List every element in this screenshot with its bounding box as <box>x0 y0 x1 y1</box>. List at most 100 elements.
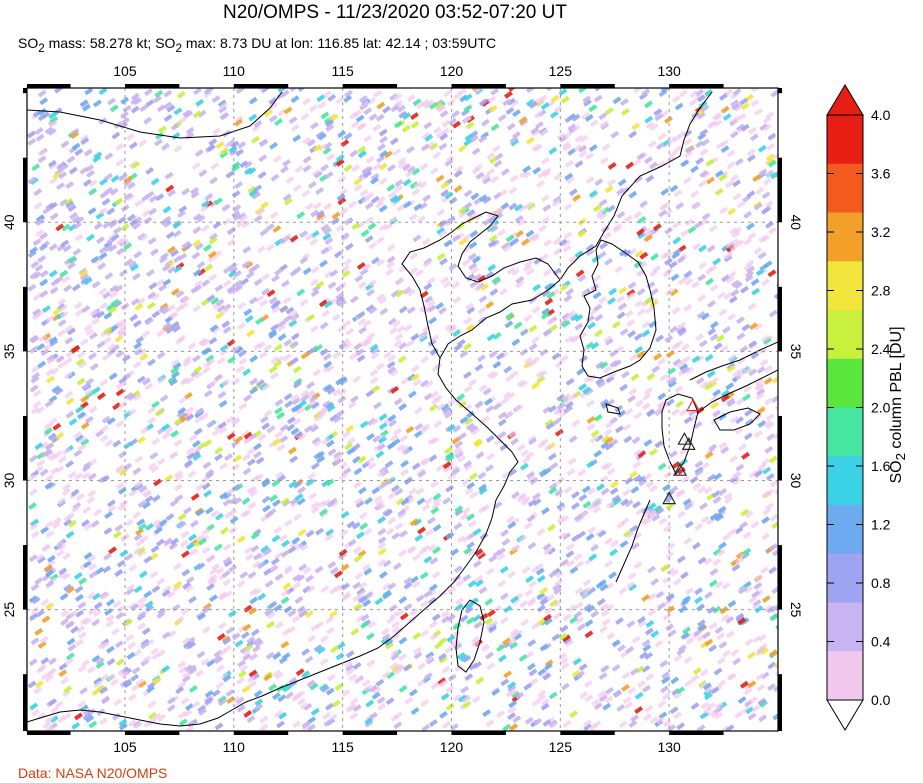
frame-segment-left <box>23 674 27 731</box>
so2-pixel <box>44 716 54 724</box>
so2-pixel <box>398 684 408 693</box>
so2-pixel <box>579 134 589 143</box>
so2-pixel <box>109 104 119 113</box>
so2-pixel <box>469 134 479 143</box>
so2-pixel <box>704 638 714 647</box>
so2-pixel <box>673 145 683 154</box>
so2-pixel <box>620 498 630 507</box>
so2-pixel <box>410 112 419 120</box>
so2-pixel <box>233 497 243 505</box>
so2-pixel <box>420 629 430 638</box>
so2-pixel <box>27 130 36 139</box>
so2-pixel <box>463 93 473 102</box>
so2-pixel <box>408 487 418 496</box>
so2-pixel <box>735 416 744 425</box>
so2-pixel <box>296 690 306 699</box>
so2-pixel <box>566 176 575 184</box>
so2-pixel <box>619 383 629 392</box>
so2-pixel <box>74 472 84 481</box>
so2-pixel <box>438 655 448 664</box>
so2-pixel <box>518 534 528 543</box>
so2-pixel <box>283 338 293 347</box>
so2-pixel <box>289 314 299 323</box>
so2-pixel <box>113 698 123 707</box>
so2-pixel <box>597 690 607 699</box>
so2-pixel <box>378 223 388 232</box>
so2-pixel <box>76 377 86 386</box>
so2-pixel <box>481 415 490 424</box>
so2-pixel <box>208 138 218 147</box>
so2-pixel <box>87 555 97 563</box>
so2-pixel <box>517 218 527 227</box>
so2-pixel <box>99 301 109 310</box>
y-tick-label-left: 35 <box>1 343 17 359</box>
colorbar-segment <box>827 505 863 555</box>
so2-pixel <box>618 720 628 729</box>
so2-pixel <box>91 317 100 326</box>
so2-pixel <box>306 138 316 147</box>
so2-pixel <box>631 542 640 550</box>
so2-pixel <box>596 598 606 606</box>
so2-pixel <box>665 350 675 359</box>
so2-pixel <box>744 274 754 283</box>
y-tick-label-right: 40 <box>788 214 804 230</box>
so2-pixel <box>348 200 358 209</box>
so2-pixel <box>499 287 508 296</box>
so2-pixel <box>527 639 537 647</box>
so2-pixel <box>427 304 437 313</box>
so2-pixel <box>588 144 598 152</box>
so2-pixel <box>541 307 551 316</box>
so2-pixel <box>58 455 67 464</box>
so2-pixel <box>181 187 191 196</box>
so2-pixel <box>377 536 387 545</box>
so2-pixel <box>485 651 494 660</box>
so2-pixel <box>34 264 44 273</box>
so2-pixel <box>302 164 312 173</box>
so2-pixel <box>138 680 147 689</box>
so2-pixel <box>519 118 529 127</box>
so2-pixel <box>364 591 374 599</box>
so2-pixel <box>180 607 190 616</box>
so2-pixel <box>420 98 430 107</box>
so2-pixel <box>472 528 482 536</box>
so2-pixel <box>45 580 55 589</box>
so2-pixel <box>378 296 388 305</box>
so2-pixel <box>52 422 62 431</box>
so2-pixel <box>315 527 324 536</box>
so2-pixel <box>701 170 711 179</box>
so2-pixel <box>213 543 223 552</box>
so2-pixel <box>79 272 89 281</box>
so2-pixel <box>316 94 326 103</box>
so2-pixel <box>673 189 683 198</box>
so2-pixel <box>411 167 421 176</box>
colorbar-tick-label: 0.8 <box>871 575 891 591</box>
so2-pixel <box>462 506 471 515</box>
so2-pixel <box>443 239 453 248</box>
so2-pixel <box>195 669 205 678</box>
so2-pixel <box>631 436 641 445</box>
so2-pixel <box>104 272 114 280</box>
so2-pixel <box>416 679 426 687</box>
so2-pixel <box>306 381 315 390</box>
so2-pixel <box>414 406 423 415</box>
so2-pixel <box>188 533 197 542</box>
so2-pixel <box>437 652 447 661</box>
so2-pixel <box>667 380 677 388</box>
so2-pixel <box>109 284 119 293</box>
so2-pixel <box>613 223 623 232</box>
so2-pixel <box>430 390 440 399</box>
so2-pixel <box>302 267 312 276</box>
so2-pixel <box>429 142 439 151</box>
so2-pixel <box>415 594 425 603</box>
so2-pixel <box>150 545 160 554</box>
so2-pixel <box>729 130 739 139</box>
so2-pixel <box>158 305 168 314</box>
so2-pixel <box>497 547 506 556</box>
so2-pixel <box>407 546 417 554</box>
so2-pixel <box>350 395 359 404</box>
so2-pixel <box>698 681 708 690</box>
so2-pixel <box>107 505 117 513</box>
so2-pixel <box>592 291 602 300</box>
so2-pixel <box>331 313 341 322</box>
so2-pixel <box>658 711 668 720</box>
